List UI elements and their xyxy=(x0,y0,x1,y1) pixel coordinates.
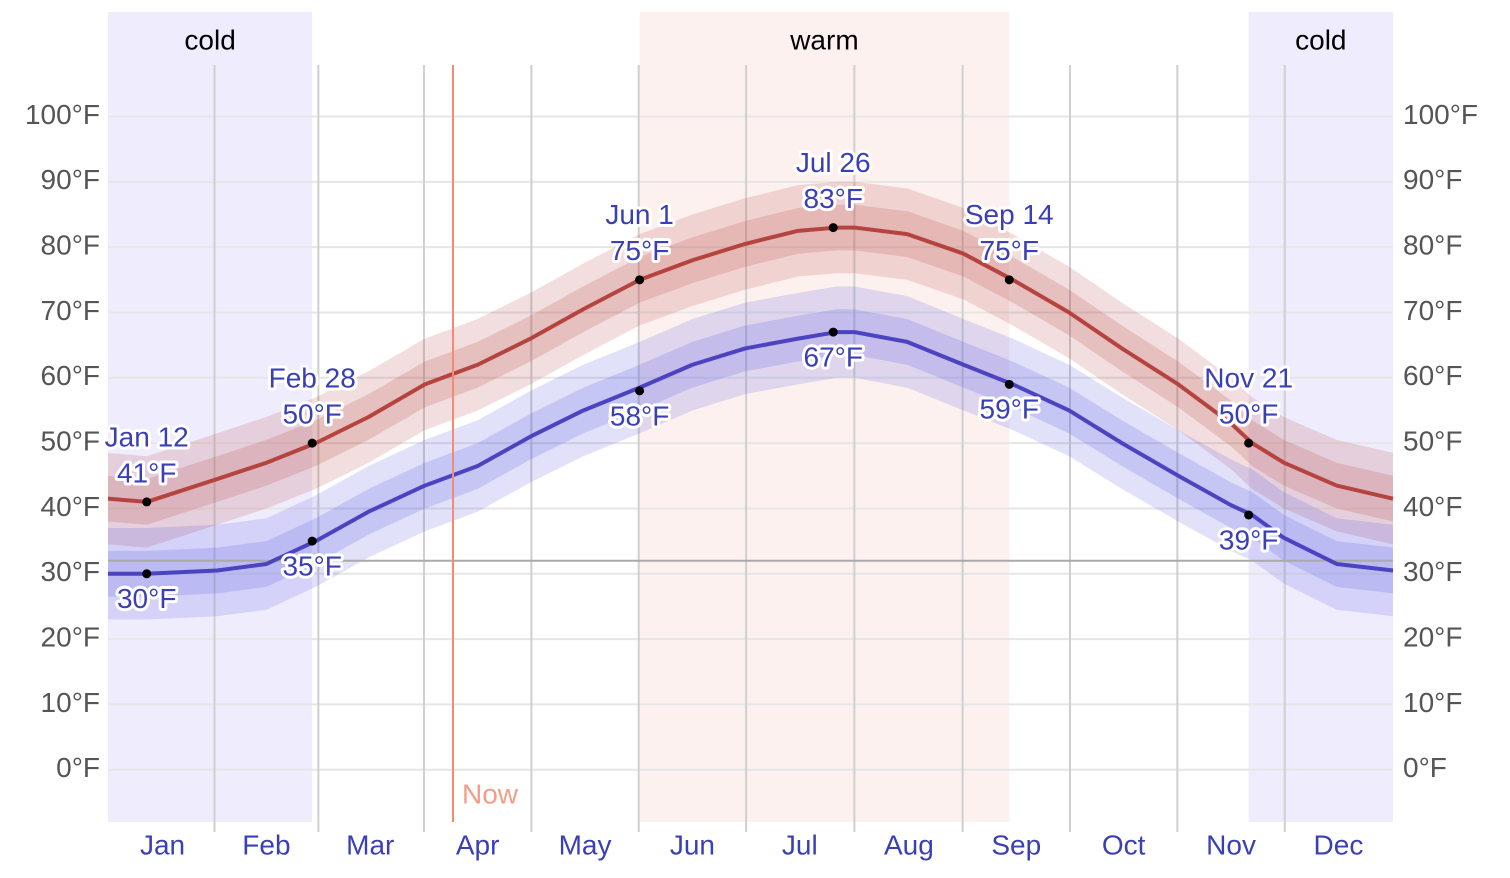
annotation-high: 83°F xyxy=(804,183,863,214)
y-tick-label: 40°F xyxy=(41,491,100,522)
y-tick-label: 60°F xyxy=(41,360,100,391)
high-point xyxy=(307,438,317,448)
annotation-low: 67°F xyxy=(804,341,863,372)
band xyxy=(108,181,1393,548)
y-tick-label-right: 30°F xyxy=(1403,556,1462,587)
annotation-low: 58°F xyxy=(610,400,669,431)
annotation-date: Nov 21 xyxy=(1204,363,1293,394)
x-tick-label: Oct xyxy=(1102,829,1146,860)
y-tick-label: 50°F xyxy=(41,426,100,457)
y-tick-label-right: 90°F xyxy=(1403,164,1462,195)
annotation-date: Feb 28 xyxy=(269,363,356,394)
high-point xyxy=(142,497,152,507)
x-tick-label: Sep xyxy=(991,829,1041,860)
x-tick-label: Jan xyxy=(140,829,185,860)
y-tick-label: 10°F xyxy=(41,687,100,718)
y-tick-label: 30°F xyxy=(41,556,100,587)
annotation-high: 75°F xyxy=(610,235,669,266)
x-tick-label: Apr xyxy=(456,829,500,860)
band xyxy=(108,204,1393,525)
x-tick-label: Feb xyxy=(242,829,290,860)
low-point xyxy=(828,327,838,337)
low-point xyxy=(635,386,645,396)
season-band xyxy=(1248,12,1393,822)
annotation-low: 59°F xyxy=(980,394,1039,425)
low-point xyxy=(142,569,152,579)
y-tick-label: 90°F xyxy=(41,164,100,195)
x-tick-label: Dec xyxy=(1314,829,1364,860)
high-point xyxy=(828,223,838,233)
annotation-high: 50°F xyxy=(1219,399,1278,430)
y-tick-label-right: 50°F xyxy=(1403,426,1462,457)
x-tick-label: May xyxy=(559,829,612,860)
line xyxy=(108,330,1394,576)
y-tick-label-right: 100°F xyxy=(1403,99,1478,130)
annotation-low: 39°F xyxy=(1219,524,1278,555)
x-tick-label: Jul xyxy=(782,829,818,860)
band xyxy=(108,286,1393,620)
y-tick-label-right: 10°F xyxy=(1403,687,1462,718)
y-tick-label: 0°F xyxy=(56,752,100,783)
y-tick-label-right: 60°F xyxy=(1403,360,1462,391)
x-tick-label: Aug xyxy=(884,829,934,860)
annotation-low: 30°F xyxy=(117,583,176,614)
annotation-date: Jul 26 xyxy=(796,147,871,178)
low-point xyxy=(307,536,317,546)
high-point xyxy=(635,275,645,285)
now-label: Now xyxy=(462,778,519,809)
season-label: warm xyxy=(789,24,858,55)
x-tick-label: Nov xyxy=(1206,829,1256,860)
x-tick-label: Jun xyxy=(670,829,715,860)
y-tick-label-right: 70°F xyxy=(1403,295,1462,326)
annotation-high: 41°F xyxy=(117,457,176,488)
annotation-high: 75°F xyxy=(980,235,1039,266)
high-point xyxy=(1004,275,1014,285)
season-label: cold xyxy=(184,24,235,55)
annotation-high: 50°F xyxy=(282,399,341,430)
line xyxy=(107,225,1394,504)
annotation-date: Jan 12 xyxy=(105,421,189,452)
season-band xyxy=(639,12,1010,822)
y-tick-label-right: 80°F xyxy=(1403,230,1462,261)
y-tick-label-right: 20°F xyxy=(1403,621,1462,652)
low-point xyxy=(1004,379,1014,389)
y-tick-label-right: 40°F xyxy=(1403,491,1462,522)
annotation-date: Jun 1 xyxy=(605,199,674,230)
y-tick-label: 80°F xyxy=(41,230,100,261)
y-tick-label: 70°F xyxy=(41,295,100,326)
y-tick-label-right: 0°F xyxy=(1403,752,1447,783)
y-tick-label: 100°F xyxy=(25,99,100,130)
x-tick-label: Mar xyxy=(346,829,394,860)
season-band xyxy=(108,12,313,822)
y-tick-label: 20°F xyxy=(41,621,100,652)
annotation-date: Sep 14 xyxy=(965,199,1054,230)
annotation-low: 35°F xyxy=(282,551,341,582)
low-point xyxy=(1244,510,1254,520)
high-point xyxy=(1244,438,1254,448)
season-label: cold xyxy=(1295,24,1346,55)
